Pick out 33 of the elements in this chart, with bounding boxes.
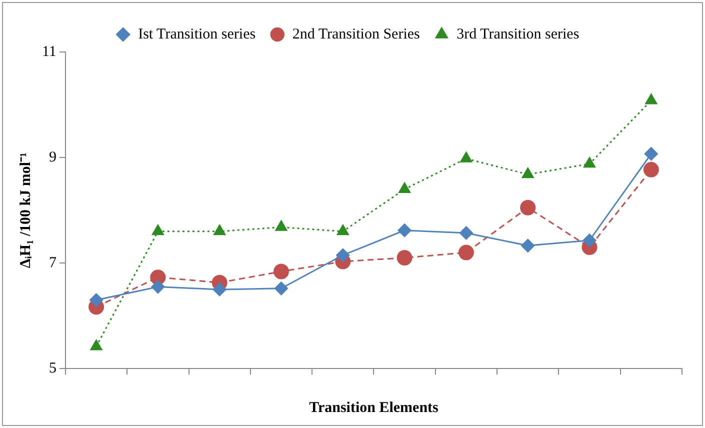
legend-label: Ist Transition series <box>138 26 256 42</box>
point <box>336 224 349 236</box>
point <box>582 234 596 248</box>
point <box>645 94 658 104</box>
point <box>521 238 535 252</box>
point <box>212 282 226 296</box>
point <box>274 282 288 296</box>
legend-label: 3rd Transition series <box>456 26 580 42</box>
y-tick-label: 11 <box>42 44 56 60</box>
point <box>522 168 534 178</box>
point <box>275 220 288 231</box>
y-tick-label: 7 <box>48 255 57 272</box>
point <box>214 224 226 236</box>
point <box>396 250 412 266</box>
point <box>644 147 658 161</box>
legend-label: 2nd Transition Series <box>292 26 420 42</box>
point <box>460 152 472 162</box>
point <box>151 280 165 294</box>
point <box>398 182 410 193</box>
point <box>643 162 659 178</box>
point <box>398 224 412 238</box>
y-tick-label: 9 <box>48 149 56 166</box>
point <box>584 157 596 168</box>
point <box>90 293 104 307</box>
point <box>336 248 350 262</box>
point <box>520 200 536 216</box>
x-axis-title: Transition Elements <box>309 400 439 416</box>
point <box>152 224 164 236</box>
y-axis-title: ΔᵢH₁ /100 kJ mol⁻¹ <box>18 152 34 268</box>
y-tick-label: 5 <box>48 360 56 377</box>
point <box>273 264 289 280</box>
point <box>458 244 474 260</box>
point <box>459 226 473 240</box>
